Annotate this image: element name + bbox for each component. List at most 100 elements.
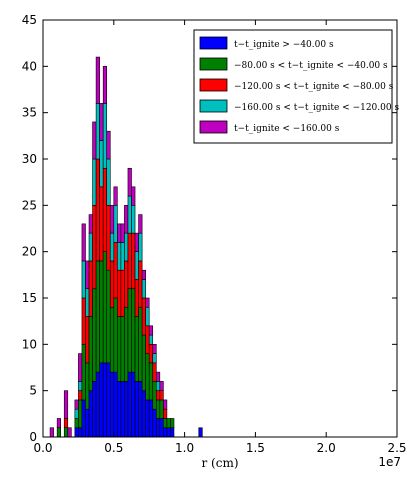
bar-segment-series3-bin20: [120, 242, 125, 271]
legend-swatch: [199, 36, 228, 50]
bar-segment-series3-bin22: [127, 195, 132, 234]
bar-segment-series1-bin29: [152, 381, 157, 410]
bar-segment-series0-bin7: [74, 427, 79, 438]
bar-segment-series4-bin21: [124, 205, 129, 234]
bar-segment-series4-bin15: [102, 66, 108, 104]
bar-segment-series3-bin15: [102, 103, 108, 169]
bar-segment-series2-bin17: [109, 260, 115, 308]
bar-segment-series4-bin19: [117, 223, 122, 243]
bar-segment-series3-bin21: [124, 232, 129, 262]
bar-segment-series4-bin22: [127, 167, 132, 197]
bar-segment-series0-bin20: [120, 381, 125, 438]
bar-segment-series0-bin12: [92, 381, 97, 438]
bar-segment-series3-bin17: [109, 232, 115, 262]
bar-segment-series2-bin25: [138, 260, 143, 308]
bar-segment-series2-bin13: [95, 158, 100, 262]
bar-segment-series0-bin29: [152, 408, 157, 438]
legend-swatch: [199, 57, 228, 71]
bar-segment-series3-bin26: [141, 279, 146, 299]
x-tick-label: 0.5: [104, 441, 123, 455]
bar-segment-series4-bin12: [92, 121, 97, 160]
bar-segment-series1-bin16: [106, 269, 111, 364]
x-tick-label: 1.0: [175, 441, 194, 455]
bar-segment-series4-bin26: [141, 269, 146, 280]
bar-segment-series0-bin30: [155, 418, 161, 438]
bar-segment-series4-bin9: [81, 223, 86, 262]
legend-label: −120.00 s < t−t_ignite < −80.00 s: [234, 82, 394, 92]
bar-segment-series0-bin13: [95, 371, 100, 438]
bar-segment-series3-bin11: [88, 232, 93, 262]
bar-segment-series0-bin42: [198, 427, 203, 438]
bar-segment-series1-bin19: [117, 316, 122, 382]
y-tick-label: 40: [22, 59, 37, 73]
bar-segment-series2-bin29: [152, 362, 157, 382]
bar-segment-series2-bin22: [127, 232, 132, 290]
x-offset-label: 1e7: [378, 455, 401, 469]
bar-stacks: [49, 56, 203, 438]
bar-segment-series3-bin9: [81, 260, 86, 299]
bar-segment-series1-bin10: [85, 362, 90, 410]
bar-segment-series1-bin31: [159, 399, 164, 419]
bar-segment-series3-bin28: [148, 334, 154, 345]
bar-segment-series3-bin8: [78, 381, 83, 391]
bar-segment-series0-bin16: [106, 362, 111, 438]
bar-segment-series3-bin18: [113, 205, 118, 243]
bar-segment-series1-bin32: [163, 418, 168, 429]
y-tick-label: 5: [29, 384, 37, 398]
bar-segment-series1-bin33: [166, 418, 171, 429]
legend-label: t−t_ignite < −160.00 s: [234, 124, 340, 134]
bar-segment-series1-bin21: [124, 306, 129, 382]
x-tick-label: 1.5: [246, 441, 265, 455]
bar-segment-series1-bin11: [88, 316, 93, 391]
bar-segment-series4-bin25: [138, 214, 143, 234]
bar-segment-series2-bin31: [159, 390, 164, 401]
bar-segment-series3-bin19: [117, 242, 122, 271]
legend-label: −160.00 s < t−t_ignite < −120.00 s: [234, 103, 399, 113]
bar-segment-series1-bin7: [74, 418, 79, 429]
bar-segment-series1-bin8: [78, 399, 83, 429]
y-tick-label: 30: [22, 152, 37, 166]
bar-segment-series4-bin27: [145, 297, 150, 308]
bar-segment-series4-bin7: [74, 399, 79, 410]
bar-segment-series1-bin12: [92, 288, 97, 382]
bar-segment-series4-bin17: [109, 205, 115, 234]
bar-segment-series3-bin24: [134, 251, 139, 280]
bar-segment-series0-bin8: [78, 427, 83, 438]
bar-segment-series4-bin11: [88, 214, 93, 234]
bar-segment-series3-bin29: [152, 353, 157, 364]
bar-segment-series0-bin22: [127, 371, 132, 438]
bar-segment-series4-bin24: [134, 232, 139, 252]
legend: t−t_ignite > −40.00 s −80.00 s < t−t_igni…: [193, 29, 399, 144]
bar-segment-series0-bin14: [99, 362, 104, 438]
bar-segment-series2-bin14: [99, 186, 104, 262]
bar-segment-series3-bin16: [106, 158, 111, 206]
bar-segment-series3-bin25: [138, 232, 143, 262]
bar-segment-series1-bin14: [99, 260, 104, 364]
bar-segment-series1-bin27: [145, 353, 150, 401]
bar-segment-series0-bin34: [170, 427, 175, 438]
bar-segment-series2-bin23: [131, 232, 136, 290]
bar-segment-series4-bin4: [63, 390, 69, 419]
y-tick-label: 15: [22, 291, 37, 305]
bar-segment-series1-bin22: [127, 288, 132, 373]
bar-segment-series1-bin24: [134, 316, 139, 382]
bar-segment-series4-bin20: [120, 223, 125, 243]
bar-segment-series2-bin16: [106, 205, 111, 271]
bar-segment-series0-bin15: [102, 362, 108, 438]
y-tick-label: 45: [22, 13, 37, 27]
bar-segment-series4-bin29: [152, 344, 157, 354]
legend-label: t−t_ignite > −40.00 s: [234, 40, 334, 50]
bar-segment-series0-bin31: [159, 418, 164, 438]
bar-segment-series2-bin20: [120, 269, 125, 317]
bar-segment-series4-bin28: [148, 325, 154, 336]
bar-segment-series0-bin27: [145, 399, 150, 438]
bar-segment-series1-bin34: [170, 418, 175, 429]
bar-segment-series1-bin2: [56, 427, 61, 438]
axis-ticks: 0.0 0.5 1.0 1.5 2.0 2.5 0 5 10 15 20 25 30 35 40 45: [22, 13, 407, 455]
bar-segment-series0-bin23: [131, 371, 136, 438]
bar-segment-series4-bin16: [106, 130, 111, 160]
bar-segment-series0-bin25: [138, 381, 143, 438]
bar-segment-series1-bin20: [120, 316, 125, 382]
bar-segment-series4-bin10: [85, 260, 90, 290]
